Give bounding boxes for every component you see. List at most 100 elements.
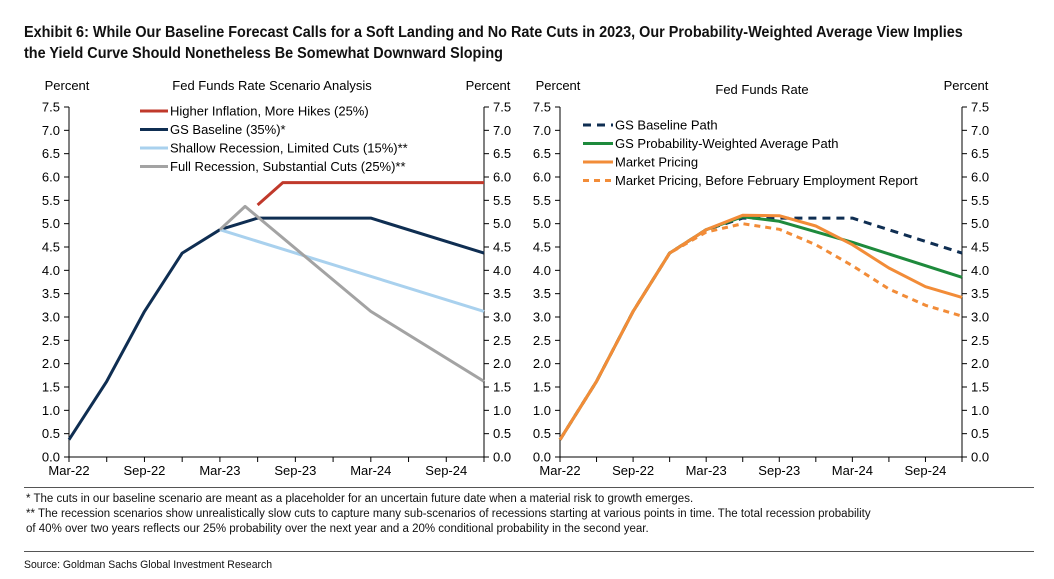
y-tick-label-left: 1.5 (42, 380, 60, 395)
y-tick-label-right: 0.0 (971, 450, 989, 465)
y-axis-label-right: Percent (466, 78, 511, 93)
y-tick-label-left: 5.0 (42, 216, 60, 231)
y-tick-label-left: 7.0 (42, 123, 60, 138)
y-tick-label-left: 1.0 (533, 403, 551, 418)
y-tick-label-right: 0.5 (971, 426, 989, 441)
y-tick-label-right: 7.0 (971, 123, 989, 138)
legend-label-2: GS Baseline (35%)* (170, 122, 286, 137)
y-tick-label-right: 1.5 (493, 380, 511, 395)
y-tick-label-right: 3.5 (971, 286, 989, 301)
y-tick-label-left: 6.0 (42, 170, 60, 185)
y-tick-label-left: 6.0 (533, 170, 551, 185)
y-tick-label-left: 6.5 (533, 146, 551, 161)
x-tick-label: Sep-22 (123, 463, 165, 478)
y-tick-label-right: 6.5 (971, 146, 989, 161)
y-axis-label-right: Percent (944, 78, 989, 93)
y-tick-label-left: 0.5 (42, 426, 60, 441)
y-tick-label-left: 3.5 (533, 286, 551, 301)
y-tick-label-left: 2.5 (42, 333, 60, 348)
legend-label-1: GS Baseline Path (615, 118, 718, 133)
title-line-2: the Yield Curve Should Nonetheless Be So… (24, 45, 503, 62)
source-note: Source: Goldman Sachs Global Investment … (24, 559, 273, 571)
x-tick-label: Sep-23 (758, 463, 800, 478)
title-line-1: Exhibit 6: While Our Baseline Forecast C… (24, 24, 963, 41)
x-tick-label: Mar-22 (48, 463, 89, 478)
divider-top (24, 487, 1034, 488)
y-tick-label-right: 5.0 (493, 216, 511, 231)
y-tick-label-right: 5.0 (971, 216, 989, 231)
x-tick-label: Sep-23 (274, 463, 316, 478)
y-tick-label-left: 0.0 (42, 450, 60, 465)
y-tick-label-right: 6.5 (493, 146, 511, 161)
y-tick-label-right: 2.5 (493, 333, 511, 348)
series-line-2 (558, 215, 963, 441)
series-line-3 (558, 213, 963, 441)
series-line-2 (67, 216, 485, 441)
y-tick-label-right: 3.0 (971, 310, 989, 325)
y-tick-label-right: 7.5 (493, 100, 511, 115)
y-tick-label-right: 2.0 (493, 356, 511, 371)
exhibit-title: Exhibit 6: While Our Baseline Forecast C… (24, 22, 963, 64)
y-tick-label-left: 2.5 (533, 333, 551, 348)
series-line-4 (218, 204, 485, 383)
y-tick-label-left: 3.0 (42, 310, 60, 325)
y-tick-label-left: 7.5 (42, 100, 60, 115)
y-tick-label-right: 7.5 (971, 100, 989, 115)
chart-panel-2: Fed Funds Rate Percent Percent 0.0 0.0 0.5 0.5… (533, 78, 989, 478)
y-axis-label-left: Percent (45, 78, 90, 93)
y-tick-label-right: 1.0 (493, 403, 511, 418)
y-tick-label-right: 0.0 (493, 450, 511, 465)
series-line-1 (256, 181, 484, 207)
x-tick-label: Sep-22 (612, 463, 654, 478)
y-tick-label-left: 7.0 (533, 123, 551, 138)
y-tick-label-left: 4.0 (42, 263, 60, 278)
y-tick-label-left: 5.5 (42, 193, 60, 208)
y-tick-label-right: 4.0 (971, 263, 989, 278)
y-tick-label-right: 2.5 (971, 333, 989, 348)
y-tick-label-right: 6.0 (493, 170, 511, 185)
series-line-1 (558, 216, 963, 441)
y-tick-label-left: 4.5 (42, 240, 60, 255)
y-tick-label-right: 5.5 (971, 193, 989, 208)
legend-label-3: Market Pricing (615, 155, 698, 170)
x-tick-label: Mar-23 (199, 463, 240, 478)
y-tick-label-right: 2.0 (971, 356, 989, 371)
legend-label-1: Higher Inflation, More Hikes (25%) (170, 104, 369, 119)
chart-panel-1: Fed Funds Rate Scenario Analysis Percent P… (42, 78, 511, 478)
y-tick-label-right: 0.5 (493, 426, 511, 441)
series-line-3 (219, 228, 485, 313)
chart-title: Fed Funds Rate (715, 82, 808, 97)
footnote-3: of 40% over two years reflects our 25% p… (26, 523, 649, 535)
y-tick-label-right: 4.0 (493, 263, 511, 278)
y-tick-label-left: 3.0 (533, 310, 551, 325)
x-tick-label: Mar-22 (539, 463, 580, 478)
chart-title: Fed Funds Rate Scenario Analysis (172, 78, 372, 93)
legend-label-4: Full Recession, Substantial Cuts (25%)** (170, 159, 406, 174)
y-tick-label-right: 1.5 (971, 380, 989, 395)
x-tick-label: Sep-24 (425, 463, 467, 478)
y-tick-label-left: 4.0 (533, 263, 551, 278)
y-tick-label-left: 4.5 (533, 240, 551, 255)
y-tick-label-right: 4.5 (493, 240, 511, 255)
legend-label-4: Market Pricing, Before February Employme… (615, 173, 918, 188)
y-tick-label-left: 3.5 (42, 286, 60, 301)
y-tick-label-right: 4.5 (971, 240, 989, 255)
y-tick-label-right: 3.5 (493, 286, 511, 301)
y-axis-label-left: Percent (536, 78, 581, 93)
x-tick-label: Mar-24 (350, 463, 391, 478)
y-tick-label-left: 5.0 (533, 216, 551, 231)
y-tick-label-right: 5.5 (493, 193, 511, 208)
x-tick-label: Sep-24 (904, 463, 946, 478)
y-tick-label-left: 1.5 (533, 380, 551, 395)
y-tick-label-right: 6.0 (971, 170, 989, 185)
series-line-4 (558, 222, 963, 441)
y-tick-label-left: 1.0 (42, 403, 60, 418)
y-tick-label-left: 7.5 (533, 100, 551, 115)
y-tick-label-right: 1.0 (971, 403, 989, 418)
divider-bottom (24, 551, 1034, 552)
footnote-1: * The cuts in our baseline scenario are … (26, 493, 694, 505)
y-tick-label-left: 2.0 (42, 356, 60, 371)
y-tick-label-left: 6.5 (42, 146, 60, 161)
y-tick-label-right: 3.0 (493, 310, 511, 325)
